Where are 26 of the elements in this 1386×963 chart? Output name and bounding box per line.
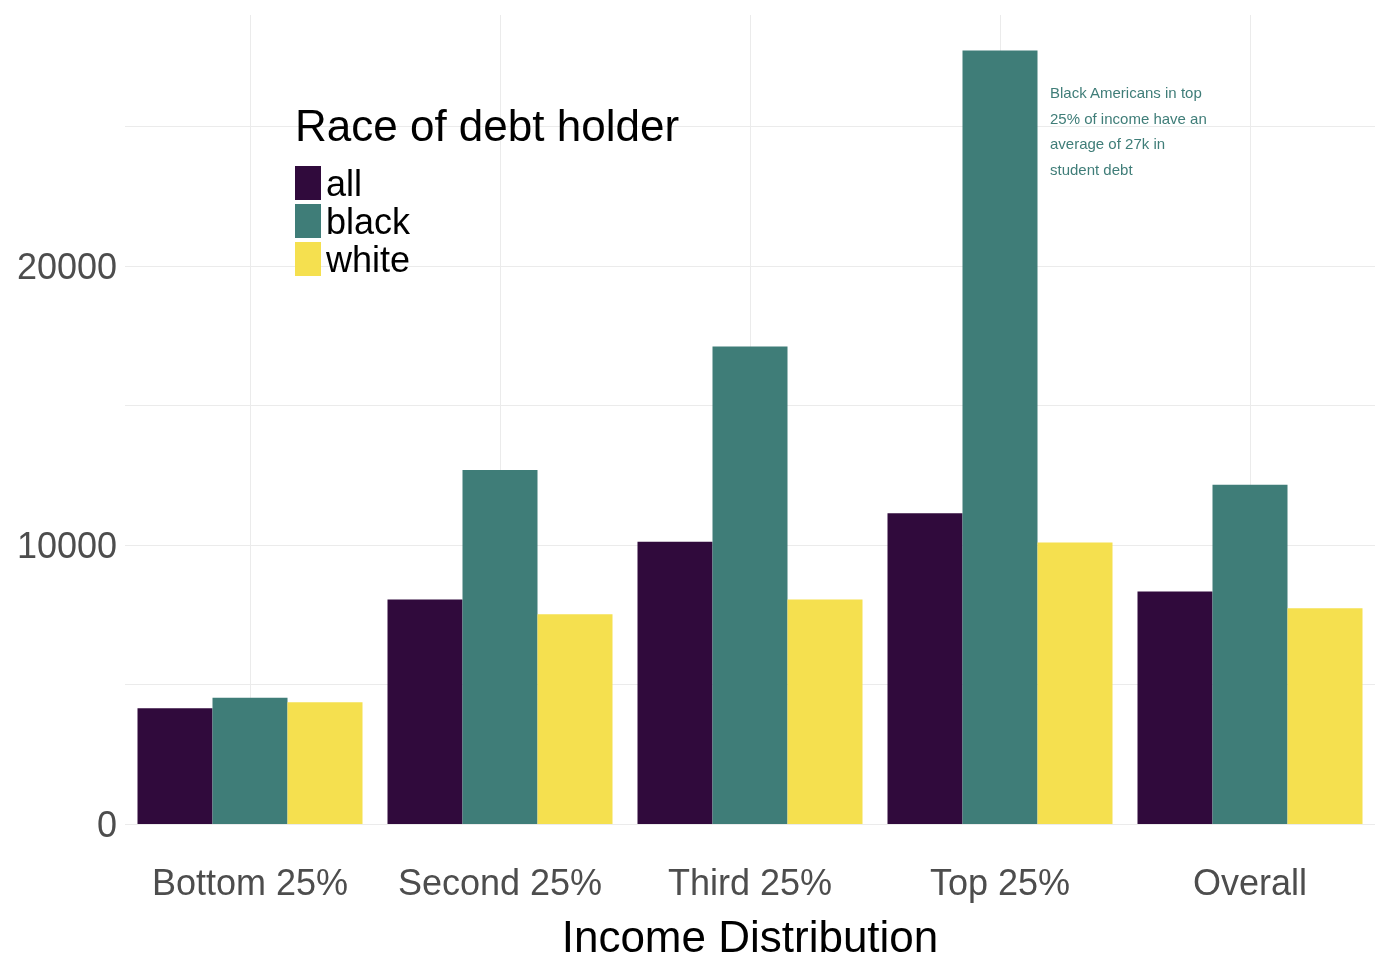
bar	[1137, 591, 1213, 824]
bar	[1212, 484, 1288, 824]
legend-title: Race of debt holder	[295, 100, 680, 150]
x-tick-label: Second 25%	[397, 861, 603, 903]
x-tick-label: Bottom 25%	[151, 861, 349, 903]
bar	[287, 702, 363, 824]
bar	[1037, 542, 1113, 824]
x-tick-label: Third 25%	[667, 861, 833, 903]
bar	[212, 697, 288, 824]
x-tick-label: Top 25%	[929, 861, 1071, 903]
bar	[137, 708, 213, 824]
bar	[962, 50, 1038, 824]
annotation: Black Americans in top 25% of income have an average of 27k in student debt	[1050, 84, 1211, 178]
bar	[887, 513, 963, 824]
y-tick-label: 0	[96, 803, 117, 845]
bar	[387, 599, 463, 824]
bar	[462, 469, 538, 824]
bar	[537, 614, 613, 824]
x-axis-title: Income Distribution	[561, 911, 939, 961]
bar	[712, 346, 788, 824]
bar	[1287, 608, 1363, 824]
y-tick-label: 20000	[16, 245, 117, 287]
y-tick-label: 10000	[16, 524, 117, 566]
x-tick-label: Overall	[1192, 861, 1308, 903]
bar	[787, 599, 863, 824]
bar	[637, 541, 713, 824]
